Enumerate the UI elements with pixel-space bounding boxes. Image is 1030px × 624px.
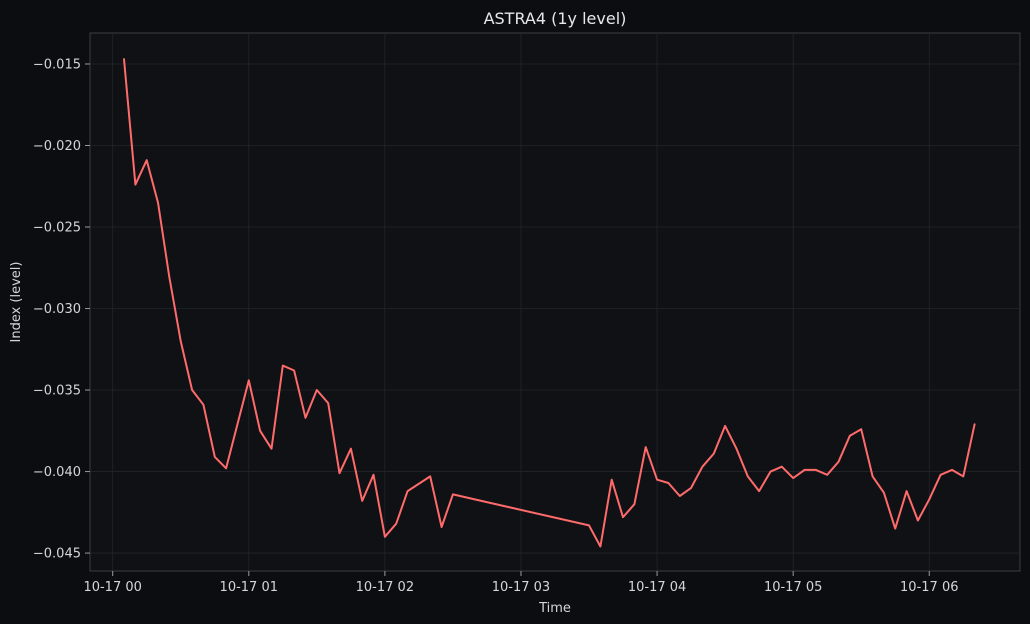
data-point <box>747 475 749 477</box>
y-tick-label: −0.020 <box>33 139 81 154</box>
data-point <box>701 466 703 468</box>
data-point <box>225 467 227 469</box>
data-point <box>736 448 738 450</box>
data-point <box>214 456 216 458</box>
data-point <box>974 423 976 425</box>
data-point <box>679 495 681 497</box>
data-point <box>815 469 817 471</box>
data-point <box>168 277 170 279</box>
data-point <box>962 475 964 477</box>
plot-area <box>89 32 1021 572</box>
data-point <box>872 475 874 477</box>
data-point <box>599 546 601 548</box>
y-tick-label: −0.045 <box>33 547 81 562</box>
data-point <box>690 487 692 489</box>
data-point <box>860 428 862 430</box>
y-axis-label: Index (level) <box>9 262 24 343</box>
y-tick-label: −0.035 <box>33 384 81 399</box>
x-tick-label: 10-17 01 <box>220 580 278 595</box>
data-point <box>157 202 159 204</box>
grid <box>90 33 1020 571</box>
data-point <box>951 469 953 471</box>
data-point <box>758 490 760 492</box>
data-point <box>452 493 454 495</box>
x-axis: 10-17 00 10-17 01 10-17 02 10-17 03 10-17 04… <box>83 571 958 595</box>
data-point <box>656 479 658 481</box>
data-point <box>248 379 250 381</box>
data-point <box>191 389 193 391</box>
data-point <box>395 523 397 525</box>
data-point <box>271 448 273 450</box>
data-point <box>305 417 307 419</box>
data-point <box>781 466 783 468</box>
data-point <box>180 340 182 342</box>
data-point <box>804 469 806 471</box>
data-point <box>838 461 840 463</box>
data-point <box>293 370 295 372</box>
data-point <box>928 498 930 500</box>
y-tick-label: −0.025 <box>33 221 81 236</box>
data-point <box>724 425 726 427</box>
x-tick-label: 10-17 05 <box>764 580 822 595</box>
x-tick-label: 10-17 03 <box>492 580 550 595</box>
data-point <box>441 526 443 528</box>
data-point <box>883 492 885 494</box>
x-tick-label: 10-17 06 <box>900 580 958 595</box>
x-axis-label: Time <box>538 601 571 616</box>
data-point <box>123 58 125 60</box>
data-point <box>384 536 386 538</box>
series-group <box>123 58 976 548</box>
data-point <box>667 482 669 484</box>
data-point <box>849 435 851 437</box>
data-point <box>373 474 375 476</box>
y-tick-label: −0.030 <box>33 302 81 317</box>
data-point <box>713 453 715 455</box>
data-point <box>645 446 647 448</box>
y-tick-label: −0.015 <box>33 57 81 72</box>
series-line <box>123 58 976 548</box>
data-point <box>826 474 828 476</box>
data-point <box>792 477 794 479</box>
data-point <box>770 471 772 473</box>
x-tick-label: 10-17 00 <box>83 580 141 595</box>
data-point <box>429 475 431 477</box>
data-point <box>917 520 919 522</box>
data-point <box>316 389 318 391</box>
data-point <box>361 500 363 502</box>
data-point <box>350 448 352 450</box>
data-point <box>407 490 409 492</box>
y-tick-label: −0.040 <box>33 465 81 480</box>
data-point <box>940 474 942 476</box>
data-point <box>622 516 624 518</box>
data-point <box>259 430 261 432</box>
data-point <box>327 402 329 404</box>
data-point <box>894 528 896 530</box>
data-point <box>906 490 908 492</box>
x-tick-label: 10-17 02 <box>356 580 414 595</box>
data-point <box>611 479 613 481</box>
data-point <box>282 365 284 367</box>
x-tick-label: 10-17 04 <box>628 580 686 595</box>
y-axis: −0.015 −0.020 −0.025 −0.030 −0.035 −0.040 −0.0… <box>33 57 90 562</box>
data-point <box>633 503 635 505</box>
data-point <box>588 524 590 526</box>
data-point <box>202 404 204 406</box>
chart-title: ASTRA4 (1y level) <box>484 9 627 28</box>
data-point <box>339 472 341 474</box>
data-point <box>146 159 148 161</box>
data-point <box>134 184 136 186</box>
